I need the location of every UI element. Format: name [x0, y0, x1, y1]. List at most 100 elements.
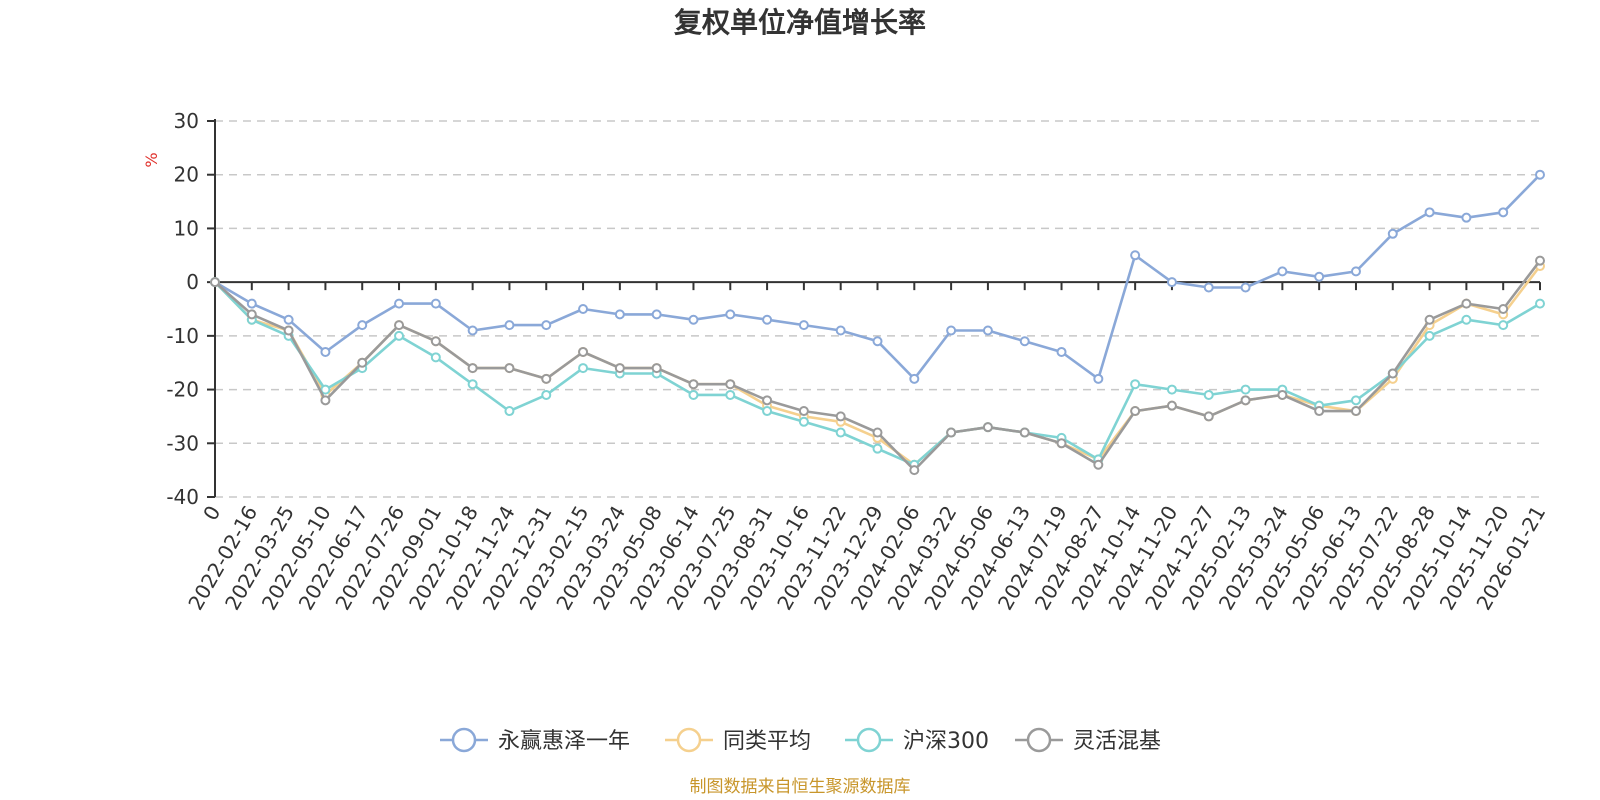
data-point [1166, 384, 1177, 395]
y-tick-label: 20 [174, 163, 199, 187]
data-point [357, 357, 368, 368]
data-point [1203, 411, 1214, 422]
legend-marker [856, 727, 882, 753]
data-point [1277, 266, 1288, 277]
data-point [835, 427, 846, 438]
data-point [688, 314, 699, 325]
data-point [1350, 266, 1361, 277]
data-point [504, 363, 515, 374]
data-point [1314, 271, 1325, 282]
legend-marker [451, 727, 477, 753]
data-point [1535, 255, 1545, 266]
chart-title: 复权单位净值增长率 [674, 6, 926, 39]
data-point [688, 379, 699, 390]
series-2 [210, 261, 1545, 470]
data-point [1498, 207, 1509, 218]
series-1 [210, 169, 1545, 384]
data-point [357, 320, 368, 331]
data-point [246, 309, 257, 320]
legend-label: 同类平均 [723, 729, 811, 754]
data-point [798, 406, 809, 417]
data-point [578, 346, 589, 357]
data-point [835, 411, 846, 422]
data-point [430, 352, 441, 363]
grid-lines [215, 120, 1540, 498]
y-tick-label: -40 [166, 485, 199, 509]
legend-item: 沪深300 [845, 727, 989, 754]
data-point [1535, 298, 1545, 309]
data-point [467, 325, 478, 336]
data-point [872, 443, 883, 454]
data-point [614, 363, 625, 374]
y-axis-unit: % [142, 152, 161, 167]
data-point [1461, 314, 1472, 325]
data-point [1240, 395, 1251, 406]
data-point [798, 416, 809, 427]
data-point [320, 395, 331, 406]
data-point [1130, 250, 1141, 261]
data-point [1056, 346, 1067, 357]
data-point [1277, 389, 1288, 400]
data-point [946, 427, 957, 438]
data-point [982, 422, 993, 433]
data-point [1424, 330, 1435, 341]
data-point [835, 325, 846, 336]
data-point [762, 314, 773, 325]
data-point [283, 325, 294, 336]
data-point [467, 363, 478, 374]
x-tick-label: 0 [198, 502, 225, 525]
data-point [872, 336, 883, 347]
data-point [541, 373, 552, 384]
data-point [1535, 169, 1545, 180]
legend-item: 灵活混基 [1015, 727, 1161, 754]
data-point [1314, 406, 1325, 417]
data-point [1166, 400, 1177, 411]
legend-item: 永赢惠泽一年 [440, 727, 630, 754]
series-4 [210, 255, 1545, 476]
legend-marker [676, 727, 702, 753]
legend-marker [1026, 727, 1052, 753]
data-point [651, 363, 662, 374]
data-point [909, 373, 920, 384]
data-point [1019, 336, 1030, 347]
legend: 永赢惠泽一年 同类平均 沪深300 灵活混基 [440, 727, 1161, 754]
series-group [210, 169, 1545, 476]
y-tick-label: 10 [174, 216, 199, 240]
data-point [946, 325, 957, 336]
y-tick-label: 0 [186, 270, 199, 294]
legend-label: 沪深300 [903, 729, 989, 754]
data-point [1350, 395, 1361, 406]
data-point [798, 320, 809, 331]
data-point [394, 298, 405, 309]
data-point [1203, 282, 1214, 293]
data-point [541, 389, 552, 400]
data-point [651, 309, 662, 320]
data-point [1350, 406, 1361, 417]
data-point [909, 465, 920, 476]
data-point [1461, 212, 1472, 223]
data-point [210, 277, 220, 288]
data-point [1203, 389, 1214, 400]
source-note: 制图数据来自恒生聚源数据库 [690, 777, 911, 797]
data-point [1387, 368, 1398, 379]
data-point [1240, 384, 1251, 395]
data-point [688, 389, 699, 400]
data-point [1130, 379, 1141, 390]
data-point [467, 379, 478, 390]
data-point [725, 309, 736, 320]
legend-label: 永赢惠泽一年 [498, 729, 630, 754]
y-tick-label: -30 [166, 431, 199, 455]
data-point [430, 298, 441, 309]
data-point [1424, 314, 1435, 325]
data-point [872, 427, 883, 438]
y-tick-label: 30 [174, 109, 199, 133]
data-point [725, 389, 736, 400]
y-axis-ticks: 30 20 10 0 -10 -20 -30 -40 [166, 109, 215, 509]
y-tick-label: -20 [166, 378, 199, 402]
data-point [394, 330, 405, 341]
data-point [430, 336, 441, 347]
x-axis-ticks: 02022-02-162022-03-252022-05-102022-06-1… [183, 282, 1550, 614]
y-tick-label: -10 [166, 324, 199, 348]
data-point [982, 325, 993, 336]
